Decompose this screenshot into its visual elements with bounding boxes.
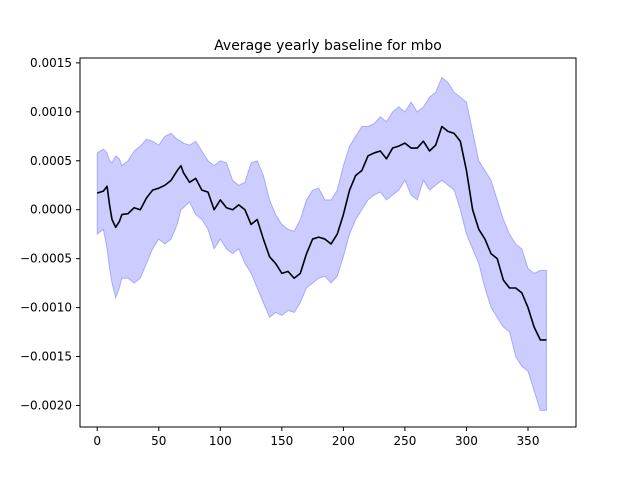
confidence-band — [96, 76, 547, 411]
x-tick-label: 150 — [270, 434, 293, 448]
y-tick-label: 0.0015 — [30, 56, 72, 70]
y-tick-label: 0.0000 — [30, 203, 72, 217]
mean-line — [96, 125, 547, 341]
y-tick-label: 0.0010 — [30, 105, 72, 119]
x-tick-label: 0 — [93, 434, 101, 448]
y-tick-label: −0.0010 — [20, 301, 72, 315]
x-tick-label: 50 — [151, 434, 166, 448]
x-tick-label: 200 — [332, 434, 355, 448]
y-tick-label: −0.0015 — [20, 350, 72, 364]
axes: 0 50 100 150 200 250 300 350 0.0015 0.0010 0.0005 0… — [20, 56, 577, 448]
axes-frame — [79, 57, 577, 428]
x-tick-label: 300 — [455, 434, 478, 448]
x-tick-label: 350 — [517, 434, 540, 448]
x-tick-label: 100 — [209, 434, 232, 448]
chart-title: Average yearly baseline for mbo — [214, 38, 442, 54]
y-tick-label: −0.0005 — [20, 252, 72, 266]
y-tick-label: 0.0005 — [30, 154, 72, 168]
x-tick-label: 250 — [393, 434, 416, 448]
y-tick-label: −0.0020 — [20, 398, 72, 412]
plot-area — [96, 76, 547, 411]
